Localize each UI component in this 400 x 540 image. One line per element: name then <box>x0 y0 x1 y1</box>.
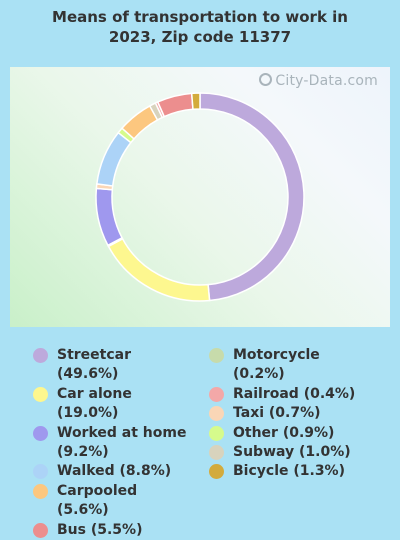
legend-label: Walked (8.8%) <box>57 463 172 480</box>
legend-swatch <box>33 483 48 499</box>
legend-swatch <box>209 425 224 441</box>
legend-label: Car alone (19.0%) <box>57 385 132 422</box>
legend-swatch <box>209 445 224 461</box>
legend-label: Subway (1.0%) <box>233 444 351 461</box>
legend-item: Subway (1.0%) <box>209 443 363 462</box>
legend-swatch <box>209 464 224 480</box>
chart-title-line-1: Means of transportation to work in <box>52 8 348 26</box>
legend-item: Other (0.9%) <box>209 424 363 443</box>
slice-car-alone <box>107 237 211 302</box>
legend-swatch <box>33 522 48 538</box>
chart-title: Means of transportation to work in 2023,… <box>0 7 400 47</box>
watermark: City-Data.com <box>259 73 378 89</box>
legend-label: Worked at home (9.2%) <box>57 424 187 461</box>
plot-area: City-Data.com <box>10 67 390 327</box>
legend-item: Bicycle (1.3%) <box>209 462 363 481</box>
legend-item: Carpooled (5.6%) <box>33 482 187 521</box>
slice-streetcar <box>199 92 305 302</box>
legend-swatch <box>33 464 48 480</box>
legend-swatch <box>209 348 224 363</box>
legend: Streetcar (49.6%) Car alone (19.0%) Worked… <box>0 346 400 538</box>
legend-label: Taxi (0.7%) <box>233 405 321 422</box>
slice-worked-at-home <box>95 187 124 247</box>
legend-swatch <box>209 386 224 402</box>
legend-item: Worked at home (9.2%) <box>33 424 187 463</box>
legend-label: Streetcar (49.6%) <box>57 347 132 383</box>
legend-swatch <box>33 348 48 363</box>
watermark-text: City-Data.com <box>275 73 378 89</box>
legend-item: Walked (8.8%) <box>33 462 187 481</box>
legend-swatch <box>33 386 48 402</box>
legend-swatch <box>209 406 224 422</box>
slice-walked <box>95 131 132 187</box>
legend-label: Railroad (0.4%) <box>233 385 356 402</box>
donut-chart <box>95 92 305 302</box>
legend-label: Bus (5.5%) <box>57 521 143 538</box>
legend-swatch <box>33 425 48 441</box>
legend-item: Railroad (0.4%) <box>209 385 363 404</box>
chart-title-line-2: 2023, Zip code 11377 <box>108 28 292 46</box>
slice-bicycle <box>190 92 201 111</box>
legend-item: Car alone (19.0%) <box>33 385 187 424</box>
slice-bus <box>156 92 194 118</box>
legend-column-right: Motorcycle (0.2%) Railroad (0.4%) Taxi (0.… <box>209 346 363 482</box>
legend-label: Bicycle (1.3%) <box>233 463 345 480</box>
legend-label: Carpooled (5.6%) <box>57 482 138 519</box>
legend-item: Taxi (0.7%) <box>209 404 363 423</box>
legend-item: Streetcar (49.6%) <box>33 346 187 385</box>
legend-column-left: Streetcar (49.6%) Car alone (19.0%) Worked… <box>33 346 187 540</box>
legend-item: Motorcycle (0.2%) <box>209 346 363 385</box>
legend-label: Other (0.9%) <box>233 424 335 441</box>
magnifier-icon <box>259 73 273 86</box>
legend-item: Bus (5.5%) <box>33 521 187 540</box>
legend-label: Motorcycle (0.2%) <box>233 347 320 383</box>
